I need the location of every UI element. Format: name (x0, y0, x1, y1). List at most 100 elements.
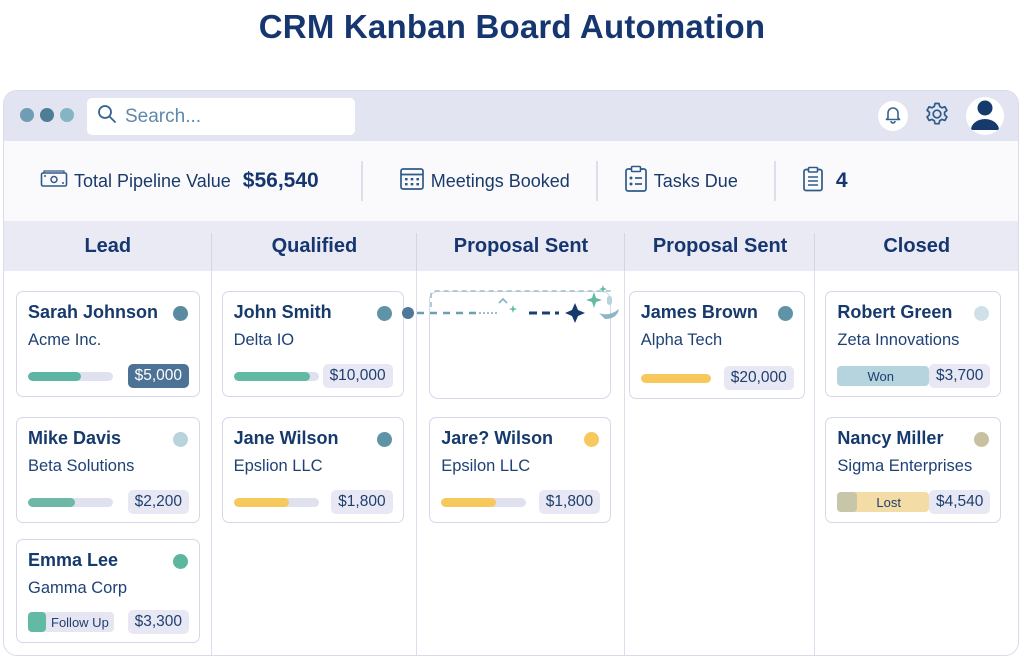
deal-card[interactable]: Jare? Wilson Epsilon LLC $1,800 (429, 417, 612, 523)
stat-pipeline-value: Total Pipeline Value $56,540 (40, 169, 319, 194)
deal-amount: $20,000 (723, 366, 794, 390)
window-dot-2[interactable] (40, 108, 54, 122)
stat-meetings-booked[interactable]: Meetings Booked (399, 166, 570, 197)
user-avatar[interactable] (966, 97, 1004, 135)
deal-card[interactable]: Jane Wilson Epslion LLC $1,800 (221, 417, 404, 523)
stat-divider (360, 161, 363, 201)
company-name: Delta IO (233, 331, 295, 349)
deal-card[interactable]: James Brown Alpha Tech $20,000 (628, 291, 805, 399)
page-title: CRM Kanban Board Automation (258, 8, 766, 45)
progress-bar (233, 497, 319, 507)
column-header-proposal-sent[interactable]: Proposal Sent (417, 221, 625, 271)
calendar-icon (399, 166, 425, 197)
column-title: Proposal Sent (652, 234, 788, 257)
column-header-lead[interactable]: Lead (4, 221, 212, 271)
company-name: Epslion LLC (233, 457, 323, 475)
status-dot (173, 432, 188, 447)
crm-app-window: Total Pipeline Value $56,540 Meetings Bo… (3, 90, 1019, 656)
column-title: Qualified (271, 234, 358, 257)
drop-placeholder[interactable] (429, 291, 612, 399)
deal-card[interactable]: John Smith Delta IO $10,000 (221, 291, 404, 397)
follow-up-tag[interactable]: Follow Up (28, 612, 114, 632)
deal-card[interactable]: Sarah Johnson Acme Inc. $5,000 (16, 291, 200, 397)
contact-name: James Brown (640, 302, 758, 322)
search-box[interactable] (87, 98, 355, 135)
status-dot (376, 306, 392, 321)
columns: Sarah Johnson Acme Inc. $5,000 Mike Davi… (4, 271, 1018, 655)
tag-label: Follow Up (51, 614, 109, 630)
company-name: Acme Inc. (28, 331, 102, 349)
deal-amount: $1,800 (538, 490, 601, 514)
progress-bar (28, 371, 113, 381)
lost-tag[interactable]: Lost (837, 492, 929, 512)
column-header-qualified[interactable]: Qualified (212, 221, 418, 271)
progress-bar (441, 497, 527, 507)
company-name: Epsilon LLC (441, 457, 531, 475)
column-qualified: John Smith Delta IO $10,000 Jane Wilson … (212, 271, 418, 655)
deal-amount: $4,540 (928, 490, 991, 514)
tag-label: Won (867, 368, 894, 384)
search-input[interactable] (125, 105, 335, 128)
deal-card[interactable]: Robert Green Zeta Innovations Won $3,700 (825, 291, 1002, 397)
stat-tasks-due[interactable]: Tasks Due (624, 165, 738, 198)
stat-divider (595, 161, 598, 201)
count-value: 4 (835, 169, 848, 192)
column-lead: Sarah Johnson Acme Inc. $5,000 Mike Davi… (4, 271, 212, 655)
notifications-button[interactable] (878, 101, 908, 131)
pipeline-value: $56,540 (242, 169, 319, 192)
progress-bar (233, 371, 319, 381)
settings-button[interactable] (922, 101, 952, 131)
company-name: Gamma Corp (28, 579, 128, 597)
column-header-closed[interactable]: Closed (815, 221, 1018, 271)
deal-amount: $2,200 (127, 490, 189, 514)
progress-bar (28, 497, 113, 507)
column-title: Proposal Sent (453, 234, 589, 257)
column-closed: Robert Green Zeta Innovations Won $3,700… (815, 271, 1018, 655)
status-dot (584, 432, 600, 447)
contact-name: Jane Wilson (233, 428, 339, 448)
column-title: Closed (883, 234, 951, 257)
column-proposal-sent: Jare? Wilson Epsilon LLC $1,800 (402, 271, 625, 655)
top-bar (4, 91, 1018, 141)
contact-name: Emma Lee (28, 550, 119, 570)
tag-label: Lost (876, 494, 901, 510)
window-dot-3[interactable] (60, 108, 74, 122)
stats-bar: Total Pipeline Value $56,540 Meetings Bo… (4, 141, 1018, 221)
pipeline-label: Total Pipeline Value (74, 170, 231, 191)
clipboard-icon (802, 166, 824, 197)
column-proposal-sent-2: James Brown Alpha Tech $20,000 (625, 271, 816, 655)
status-dot (173, 306, 188, 321)
deal-amount: $10,000 (322, 364, 393, 388)
money-icon (40, 169, 68, 194)
contact-name: Robert Green (837, 302, 953, 322)
status-dot (173, 554, 188, 569)
deal-amount: $5,000 (127, 364, 189, 388)
kanban-board: Lead Qualified Proposal Sent Proposal Se… (4, 221, 1018, 655)
deal-card[interactable]: Mike Davis Beta Solutions $2,200 (16, 417, 200, 523)
window-controls (20, 108, 74, 122)
contact-name: Sarah Johnson (28, 302, 159, 322)
contact-name: Jare? Wilson (441, 428, 554, 448)
progress-bar (640, 373, 711, 383)
stat-count: 4 (802, 166, 848, 197)
status-dot (974, 306, 990, 321)
contact-name: Mike Davis (28, 428, 122, 448)
deal-card[interactable]: Nancy Miller Sigma Enterprises Lost $4,5… (825, 417, 1002, 523)
contact-name: John Smith (233, 302, 332, 322)
status-dot (777, 306, 793, 321)
column-title: Lead (84, 234, 132, 257)
status-dot (376, 432, 392, 447)
search-icon (97, 104, 117, 129)
status-dot (974, 432, 990, 447)
column-headers: Lead Qualified Proposal Sent Proposal Se… (4, 221, 1018, 271)
drag-path-icon (402, 285, 620, 323)
won-tag[interactable]: Won (837, 366, 929, 386)
avatar-icon (968, 97, 1002, 135)
contact-name: Nancy Miller (837, 428, 944, 448)
meetings-label: Meetings Booked (430, 170, 570, 191)
top-icons (878, 97, 1004, 135)
company-name: Zeta Innovations (837, 331, 960, 349)
window-dot-1[interactable] (20, 108, 34, 122)
column-header-proposal-sent-2[interactable]: Proposal Sent (625, 221, 816, 271)
deal-card[interactable]: Emma Lee Gamma Corp Follow Up $3,300 (16, 539, 200, 643)
